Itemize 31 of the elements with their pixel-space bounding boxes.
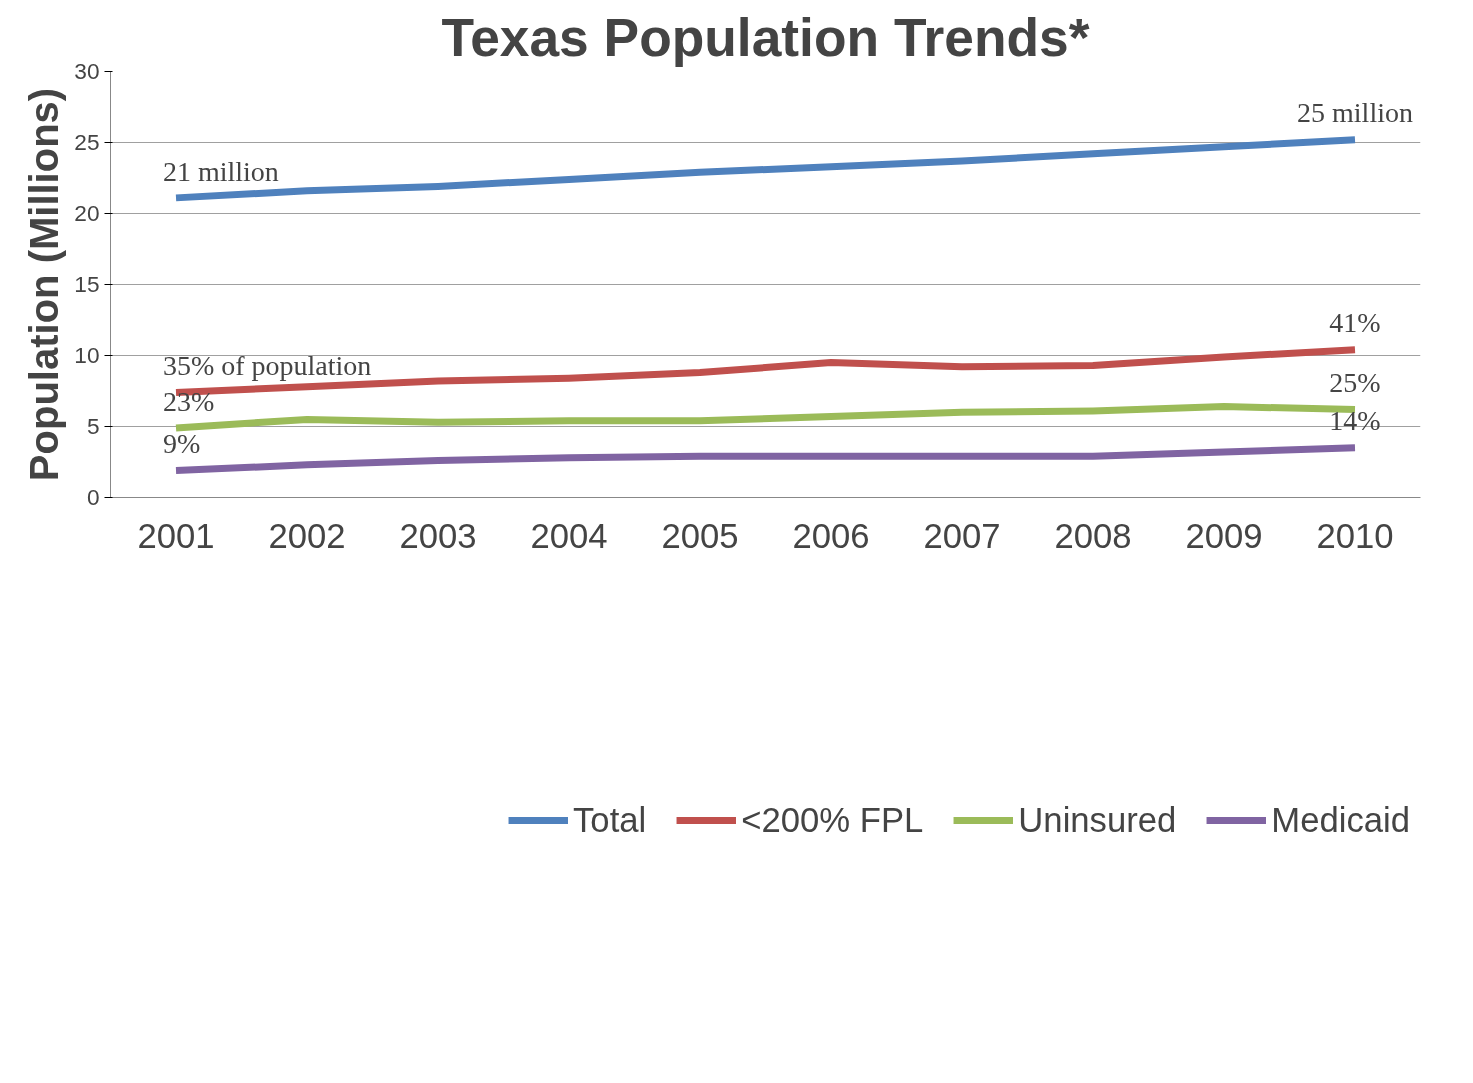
- annotation: 25%: [1329, 367, 1381, 399]
- y-tick-label: 15: [74, 271, 100, 297]
- y-tick-label: 25: [74, 129, 100, 155]
- x-tick-label: 2004: [530, 516, 608, 555]
- legend-label: <200% FPL: [741, 800, 924, 840]
- legend-label: Medicaid: [1271, 800, 1410, 840]
- y-tick-label: 5: [86, 413, 100, 439]
- annotation: 21 million: [162, 155, 279, 187]
- x-tick-label: 2007: [923, 516, 1001, 555]
- x-tick-label: 2002: [268, 516, 346, 555]
- legend-label: Uninsured: [1018, 800, 1177, 840]
- y-tick-label: 20: [74, 200, 100, 226]
- x-tick-label: 2008: [1054, 516, 1132, 555]
- chart-title: Texas Population Trends*: [441, 7, 1090, 67]
- x-tick-label: 2006: [792, 516, 870, 555]
- x-tick-label: 2001: [137, 516, 215, 555]
- x-tick-label: 2003: [399, 516, 477, 555]
- annotation: 25 million: [1297, 97, 1413, 129]
- y-tick-label: 10: [74, 342, 100, 368]
- y-tick-label: 30: [74, 58, 100, 84]
- y-tick-label: 0: [86, 484, 100, 510]
- x-tick-label: 2009: [1185, 516, 1263, 555]
- annotation: 14%: [1329, 405, 1381, 437]
- x-tick-label: 2005: [661, 516, 739, 555]
- annotation: 35% of population: [162, 350, 372, 382]
- x-tick-label: 2010: [1316, 516, 1394, 555]
- annotation: 23%: [162, 385, 215, 417]
- annotation: 9%: [162, 428, 201, 460]
- legend-label: Total: [573, 800, 647, 840]
- annotation: 41%: [1329, 307, 1381, 339]
- y-axis-title: Population (Millions): [22, 87, 67, 482]
